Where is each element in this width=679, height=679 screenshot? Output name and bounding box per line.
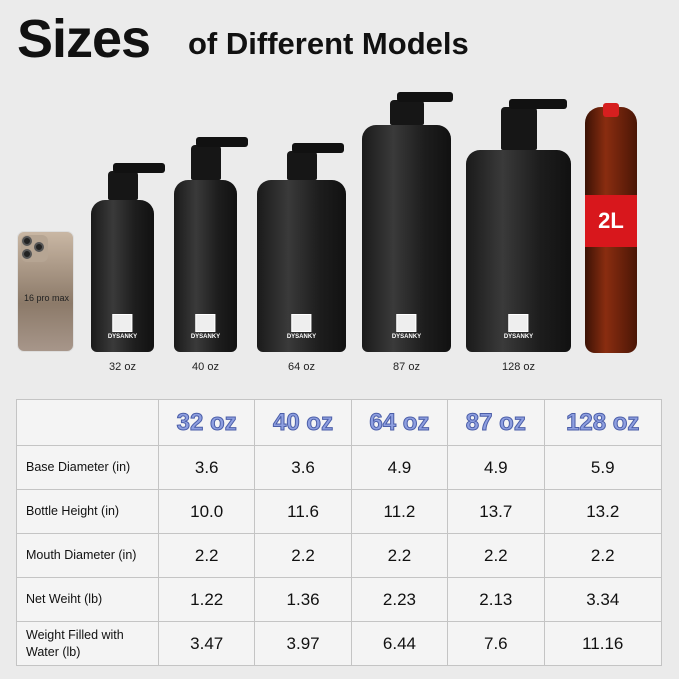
title-main: Sizes: [17, 9, 151, 69]
table-cell: 13.7: [447, 489, 545, 534]
brand-logo-icon: [508, 314, 529, 332]
row-label: Weight Filled with Water (lb): [16, 621, 159, 666]
table-cell: 1.36: [254, 577, 352, 622]
brand-name: DYSANKY: [391, 334, 422, 340]
table-row: Bottle Height (in) 10.0 11.6 11.2 13.7 13.2: [16, 489, 662, 534]
table-header: 40 oz: [254, 399, 352, 446]
table-cell: 11.16: [543, 621, 662, 666]
brand-logo-icon: [396, 314, 417, 332]
table-row: Weight Filled with Water (lb) 3.47 3.97 6.4…: [16, 621, 662, 666]
table-header: 128 oz: [543, 399, 662, 446]
bottle-cap: [500, 107, 537, 150]
phone-image: 16 pro max: [17, 231, 74, 352]
brand-logo-icon: [112, 314, 133, 332]
table-cell: 10.0: [157, 489, 256, 534]
bottle-body: DYSANKY: [466, 150, 571, 352]
brand-logo-icon: [291, 314, 312, 332]
bottle-cap: [286, 151, 317, 180]
table-cell: 7.6: [447, 621, 545, 666]
bottle-size-label: 32 oz: [109, 361, 136, 373]
table-header-row: 32 oz 40 oz 64 oz 87 oz 128 oz: [16, 399, 662, 446]
title-subtitle: of Different Models: [188, 26, 469, 61]
row-label: Bottle Height (in): [16, 489, 159, 534]
table-cell: 1.22: [157, 577, 256, 622]
brand-name: DYSANKY: [286, 334, 317, 340]
bottle-handle: [396, 92, 453, 102]
phone-label: 16 pro max: [23, 293, 70, 303]
bottle-handle: [112, 163, 165, 173]
table-row: Mouth Diameter (in) 2.2 2.2 2.2 2.2 2.2: [16, 533, 662, 578]
table-row: Net Weiht (lb) 1.22 1.36 2.23 2.13 3.34: [16, 577, 662, 622]
table-cell: 3.6: [157, 445, 256, 490]
table-header: 87 oz: [447, 399, 545, 446]
table-cell: 2.2: [157, 533, 256, 578]
bottle-body: DYSANKY: [362, 125, 451, 352]
bottle-handle: [508, 99, 567, 109]
table-cell: 2.2: [350, 533, 449, 578]
bottle-body: DYSANKY: [174, 180, 237, 352]
table-cell: 2.2: [543, 533, 662, 578]
table-cell: 13.2: [543, 489, 662, 534]
bottle-size-label: 128 oz: [501, 361, 536, 373]
row-label: Mouth Diameter (in): [16, 533, 159, 578]
table-row: Base Diameter (in) 3.6 3.6 4.9 4.9 5.9: [16, 445, 662, 490]
bottle-size-label: 64 oz: [288, 361, 315, 373]
bottle-body: DYSANKY: [257, 180, 346, 352]
bottle-handle: [291, 143, 344, 153]
table-cell: 2.13: [447, 577, 545, 622]
table-header-empty: [16, 399, 159, 446]
table-cell: 2.2: [447, 533, 545, 578]
table-header: 32 oz: [157, 399, 256, 446]
bottle-handle: [195, 137, 248, 147]
table-cell: 3.97: [254, 621, 352, 666]
table-cell: 6.44: [350, 621, 449, 666]
brand-name: DYSANKY: [107, 334, 138, 340]
table-cell: 2.2: [254, 533, 352, 578]
table-header: 64 oz: [350, 399, 449, 446]
camera-icon: [21, 235, 48, 262]
table-cell: 11.6: [254, 489, 352, 534]
bottle-cap: [389, 100, 424, 125]
row-label: Base Diameter (in): [16, 445, 159, 490]
table-cell: 3.47: [157, 621, 256, 666]
bottle-body: DYSANKY: [91, 200, 154, 352]
table-cell: 11.2: [350, 489, 449, 534]
brand-name: DYSANKY: [190, 334, 221, 340]
table-cell: 4.9: [350, 445, 449, 490]
table-cell: 3.34: [543, 577, 662, 622]
table-cell: 2.23: [350, 577, 449, 622]
bottle-cap: [190, 145, 221, 180]
specs-table: 32 oz 40 oz 64 oz 87 oz 128 oz Base Diam…: [16, 399, 662, 666]
row-label: Net Weiht (lb): [16, 577, 159, 622]
brand-logo-icon: [195, 314, 216, 332]
table-cell: 3.6: [254, 445, 352, 490]
soda-bottle-image: 2L: [585, 103, 637, 353]
table-cell: 5.9: [543, 445, 662, 490]
bottle-cap: [107, 171, 138, 200]
brand-name: DYSANKY: [503, 334, 534, 340]
bottle-size-label: 40 oz: [192, 361, 219, 373]
bottle-size-label: 87 oz: [393, 361, 420, 373]
table-cell: 4.9: [447, 445, 545, 490]
soda-label: 2L: [585, 195, 637, 247]
